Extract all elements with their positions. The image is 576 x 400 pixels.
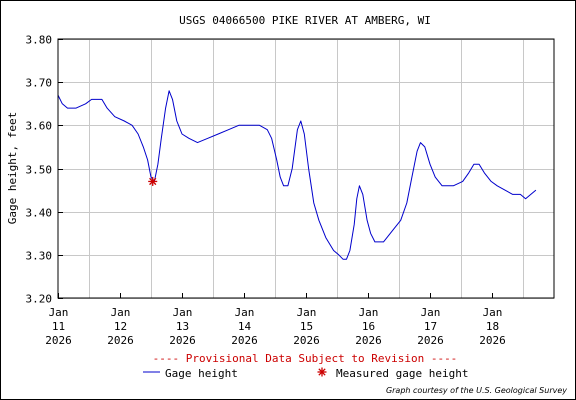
measured-point-marker [148, 176, 158, 186]
x-tick-label-day: 14 [238, 320, 252, 333]
x-tick-label-year: 2026 [355, 334, 382, 347]
x-tick-label-year: 2026 [107, 334, 134, 347]
y-tick-labels: 3.20 3.30 3.40 3.50 3.60 3.70 3.80 [26, 34, 53, 306]
x-tick-label-month: Jan [359, 306, 379, 319]
x-tick-label-day: 16 [362, 320, 375, 333]
series-line-gage-height [57, 90, 537, 260]
chart-title: USGS 04066500 PIKE RIVER AT AMBERG, WI [179, 14, 431, 27]
x-tick-label-month: Jan [111, 306, 131, 319]
x-tick-label-year: 2026 [417, 334, 444, 347]
x-tick-label-month: Jan [173, 306, 193, 319]
x-tick-label-year: 2026 [479, 334, 506, 347]
provisional-notice: ---- Provisional Data Subject to Revisio… [153, 352, 458, 365]
legend-label-measured: Measured gage height [336, 367, 468, 380]
x-tick-label-month: Jan [297, 306, 317, 319]
x-tick-label-year: 2026 [293, 334, 320, 347]
asterisk-stroke [318, 368, 326, 376]
y-axis-label: Gage height, feet [6, 112, 19, 225]
x-tick-label-day: 15 [300, 320, 313, 333]
x-tick-label-month: Jan [49, 306, 69, 319]
legend-asterisk-icon [317, 367, 327, 377]
series-layer [57, 90, 537, 260]
y-tick-label: 3.80 [26, 34, 53, 47]
x-tick-label-day: 13 [176, 320, 189, 333]
x-tick-label-day: 17 [424, 320, 437, 333]
y-tick-label: 3.20 [26, 293, 53, 306]
x-tick-label-year: 2026 [45, 334, 72, 347]
y-tick-label: 3.50 [26, 164, 53, 177]
credit-text: Graph courtesy of the U.S. Geological Su… [386, 386, 567, 395]
legend-asterisk-glyph [317, 367, 327, 377]
legend: Gage height Measured gage height [143, 367, 468, 380]
x-tick-label-year: 2026 [231, 334, 258, 347]
x-tick-label-month: Jan [235, 306, 255, 319]
legend-label-gage-height: Gage height [165, 367, 238, 380]
x-tick-label-day: 18 [486, 320, 499, 333]
x-tick-label-day: 11 [52, 320, 65, 333]
x-tick-labels: Jan112026Jan122026Jan132026Jan142026Jan1… [45, 306, 506, 347]
x-tick-label-year: 2026 [169, 334, 196, 347]
x-tick-label-month: Jan [483, 306, 503, 319]
y-tick-label: 3.30 [26, 250, 53, 263]
y-tick-label: 3.70 [26, 77, 53, 90]
x-tick-label-day: 12 [114, 320, 127, 333]
y-tick-label: 3.60 [26, 120, 53, 133]
plot-frame [57, 38, 555, 299]
asterisk-stroke [149, 177, 157, 186]
y-tick-label: 3.40 [26, 207, 53, 220]
x-tick-label-month: Jan [421, 306, 441, 319]
